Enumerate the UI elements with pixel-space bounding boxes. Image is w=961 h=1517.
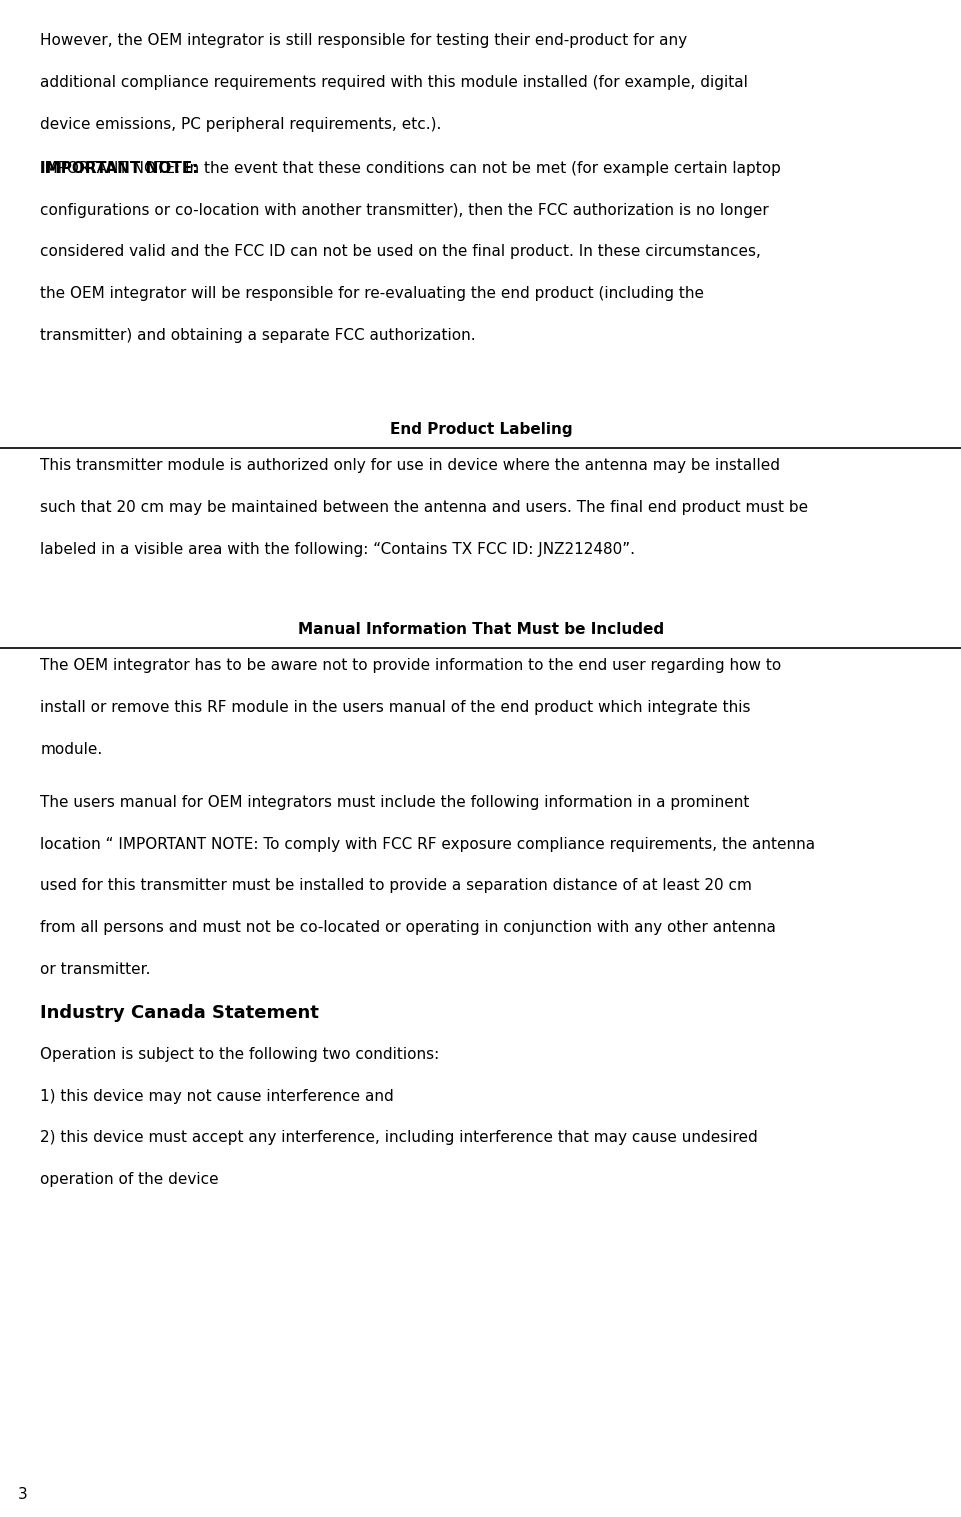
- Text: This transmitter module is authorized only for use in device where the antenna m: This transmitter module is authorized on…: [40, 458, 779, 473]
- Text: Industry Canada Statement: Industry Canada Statement: [40, 1004, 319, 1022]
- Text: IMPORTANT NOTE: In the event that these conditions can not be met (for example c: IMPORTANT NOTE: In the event that these …: [40, 161, 780, 176]
- Text: 1) this device may not cause interference and: 1) this device may not cause interferenc…: [40, 1089, 394, 1104]
- Text: transmitter) and obtaining a separate FCC authorization.: transmitter) and obtaining a separate FC…: [40, 328, 476, 343]
- Text: considered valid and the FCC ID can not be used on the final product. In these c: considered valid and the FCC ID can not …: [40, 244, 760, 259]
- Text: the OEM integrator will be responsible for re-evaluating the end product (includ: the OEM integrator will be responsible f…: [40, 287, 703, 300]
- Text: configurations or co-location with another transmitter), then the FCC authorizat: configurations or co-location with anoth…: [40, 202, 769, 217]
- Text: location “ IMPORTANT NOTE: To comply with FCC RF exposure compliance requirement: location “ IMPORTANT NOTE: To comply wit…: [40, 837, 815, 851]
- Text: such that 20 cm may be maintained between the antenna and users. The final end p: such that 20 cm may be maintained betwee…: [40, 501, 807, 514]
- Text: However, the OEM integrator is still responsible for testing their end-product f: However, the OEM integrator is still res…: [40, 33, 687, 49]
- Text: The OEM integrator has to be aware not to provide information to the end user re: The OEM integrator has to be aware not t…: [40, 658, 781, 674]
- Text: labeled in a visible area with the following: “Contains TX FCC ID: JNZ212480”.: labeled in a visible area with the follo…: [40, 542, 635, 557]
- Text: or transmitter.: or transmitter.: [40, 962, 151, 977]
- Text: install or remove this RF module in the users manual of the end product which in: install or remove this RF module in the …: [40, 701, 751, 715]
- Text: operation of the device: operation of the device: [40, 1171, 219, 1186]
- Text: IMPORTANT NOTE:: IMPORTANT NOTE:: [40, 161, 199, 176]
- Text: module.: module.: [40, 742, 103, 757]
- Text: End Product Labeling: End Product Labeling: [389, 422, 572, 437]
- Text: Operation is subject to the following two conditions:: Operation is subject to the following tw…: [40, 1047, 439, 1062]
- Text: used for this transmitter must be installed to provide a separation distance of : used for this transmitter must be instal…: [40, 878, 752, 894]
- Text: from all persons and must not be co-located or operating in conjunction with any: from all persons and must not be co-loca…: [40, 919, 776, 934]
- Text: The users manual for OEM integrators must include the following information in a: The users manual for OEM integrators mus…: [40, 795, 749, 810]
- Text: 2) this device must accept any interference, including interference that may cau: 2) this device must accept any interfere…: [40, 1130, 757, 1145]
- Text: 3: 3: [17, 1487, 27, 1502]
- Text: additional compliance requirements required with this module installed (for exam: additional compliance requirements requi…: [40, 76, 748, 90]
- Text: Manual Information That Must be Included: Manual Information That Must be Included: [298, 622, 663, 637]
- Text: device emissions, PC peripheral requirements, etc.).: device emissions, PC peripheral requirem…: [40, 117, 441, 132]
